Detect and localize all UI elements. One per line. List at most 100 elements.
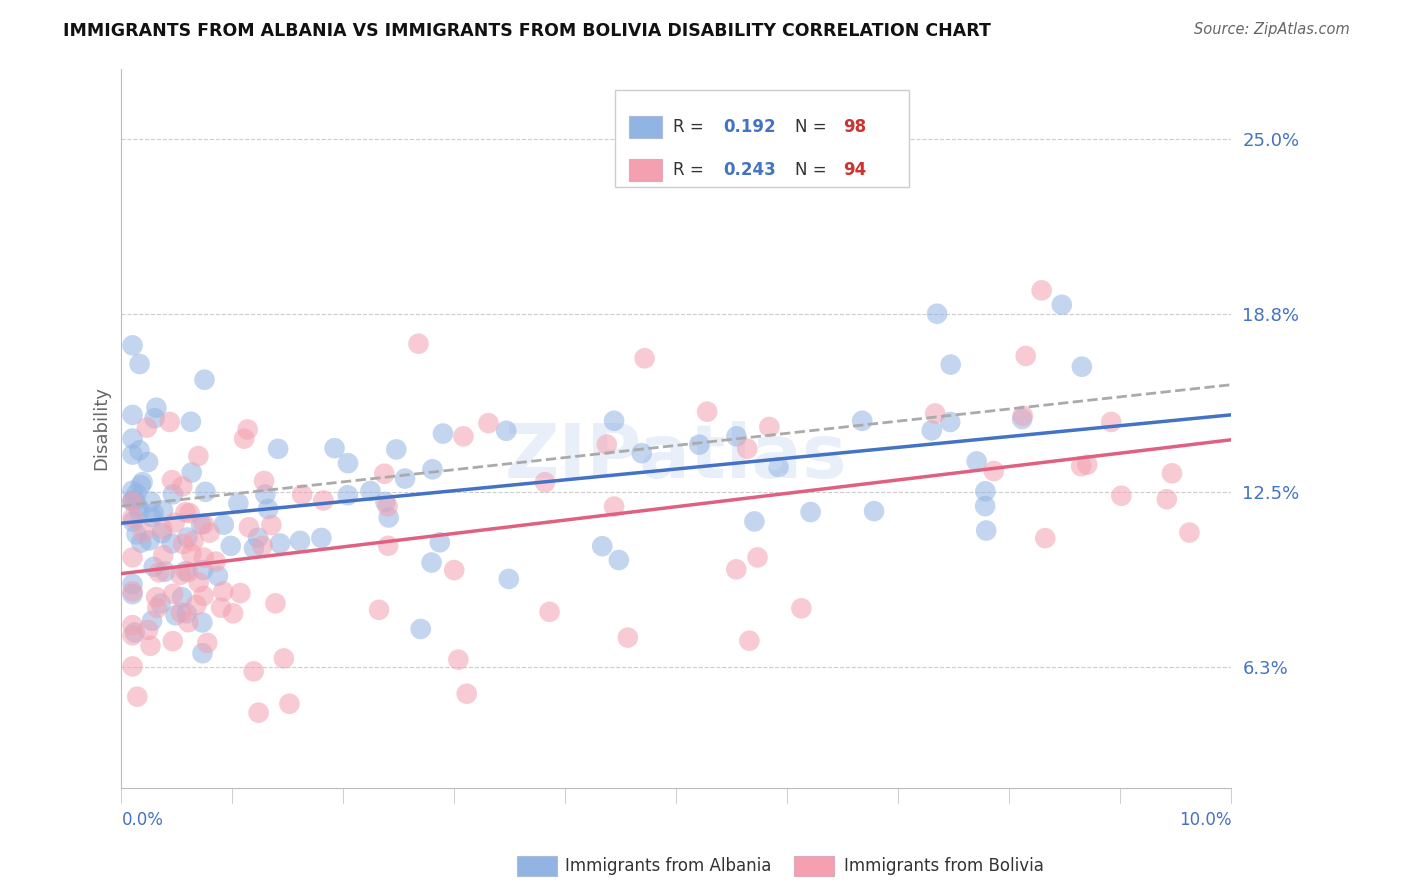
Point xyxy=(744,515,766,529)
Point xyxy=(921,423,943,437)
Point xyxy=(498,572,520,586)
Point xyxy=(209,600,232,615)
Point xyxy=(534,475,557,490)
Point xyxy=(138,533,160,548)
Point xyxy=(1015,349,1038,363)
Point xyxy=(207,569,229,583)
Point xyxy=(153,565,176,579)
Point xyxy=(260,518,283,533)
Point xyxy=(190,517,212,532)
Point xyxy=(142,560,165,574)
Point xyxy=(1070,459,1092,474)
Point xyxy=(758,420,780,434)
Point xyxy=(246,531,269,545)
Point xyxy=(311,531,333,545)
Point xyxy=(257,502,280,516)
FancyBboxPatch shape xyxy=(628,116,662,138)
Point xyxy=(725,562,748,576)
Point xyxy=(121,659,143,673)
Point xyxy=(152,522,174,536)
Point xyxy=(128,505,150,519)
Point xyxy=(193,516,215,531)
Point xyxy=(125,486,148,500)
Point xyxy=(177,565,200,579)
Point xyxy=(1011,412,1033,426)
Point xyxy=(131,475,153,489)
Point xyxy=(1178,525,1201,540)
Point xyxy=(252,539,274,553)
Point xyxy=(135,420,157,434)
Point xyxy=(152,503,174,517)
Point xyxy=(336,488,359,502)
Point xyxy=(273,651,295,665)
Point xyxy=(453,429,475,443)
Point xyxy=(186,598,208,612)
Point xyxy=(121,550,143,565)
Point xyxy=(176,531,198,545)
Point xyxy=(121,587,143,601)
Point xyxy=(128,357,150,371)
Point xyxy=(198,525,221,540)
Point xyxy=(924,407,946,421)
Point xyxy=(456,687,478,701)
Point xyxy=(443,563,465,577)
Point xyxy=(1156,492,1178,507)
Point xyxy=(142,506,165,520)
Point xyxy=(128,443,150,458)
Point xyxy=(121,584,143,599)
Point xyxy=(278,697,301,711)
Point xyxy=(385,442,408,457)
Point xyxy=(180,466,202,480)
Point xyxy=(966,454,988,468)
Y-axis label: Disability: Disability xyxy=(93,386,110,470)
Point xyxy=(159,415,181,429)
Point xyxy=(337,456,360,470)
Point xyxy=(136,455,159,469)
Text: R =: R = xyxy=(673,118,709,136)
Point xyxy=(212,517,235,532)
Text: R =: R = xyxy=(673,161,709,178)
Point xyxy=(409,622,432,636)
Point xyxy=(429,535,451,549)
Point xyxy=(129,478,152,492)
Point xyxy=(127,690,149,704)
Point xyxy=(187,449,209,463)
Point xyxy=(377,510,399,524)
Point xyxy=(132,525,155,540)
Point xyxy=(174,505,197,519)
Text: N =: N = xyxy=(796,118,832,136)
Point xyxy=(851,414,873,428)
Point xyxy=(121,494,143,508)
Point xyxy=(195,636,218,650)
Point xyxy=(288,533,311,548)
Point xyxy=(790,601,813,615)
Point xyxy=(172,479,194,493)
Point xyxy=(974,484,997,499)
Point xyxy=(179,506,201,520)
Point xyxy=(863,504,886,518)
Point xyxy=(1050,298,1073,312)
Point xyxy=(139,494,162,508)
Point xyxy=(360,483,382,498)
Point xyxy=(633,351,655,366)
Point xyxy=(169,567,191,582)
Point xyxy=(291,488,314,502)
Point xyxy=(180,547,202,561)
Point xyxy=(172,537,194,551)
Point xyxy=(229,586,252,600)
Point xyxy=(688,438,710,452)
Point xyxy=(121,338,143,352)
Point xyxy=(447,652,470,666)
Point xyxy=(136,623,159,637)
Point xyxy=(194,484,217,499)
Point xyxy=(124,493,146,508)
Point xyxy=(1076,458,1098,472)
Point xyxy=(254,487,277,501)
Point xyxy=(617,631,640,645)
Point xyxy=(121,577,143,591)
Point xyxy=(148,566,170,580)
Point xyxy=(143,411,166,425)
Point xyxy=(165,608,187,623)
Point xyxy=(152,549,174,563)
Point xyxy=(1161,467,1184,481)
